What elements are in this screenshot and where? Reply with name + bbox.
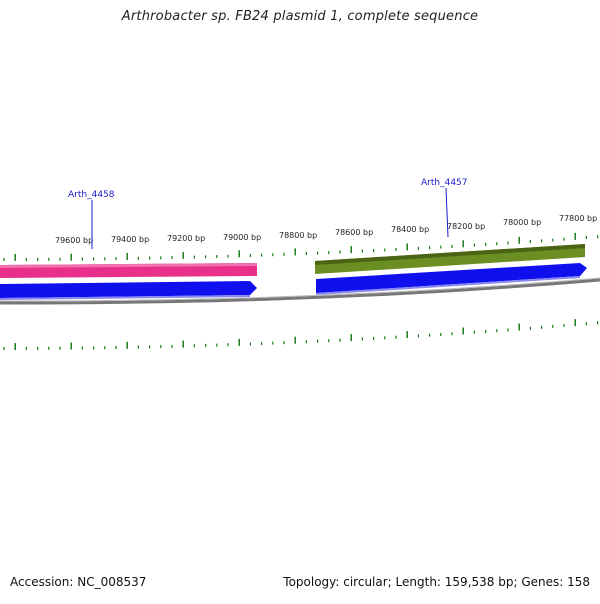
- scale-label: 77800 bp: [559, 214, 597, 223]
- cds-arrow-right[interactable]: [316, 263, 587, 293]
- cds-arrow-left-shadow: [0, 295, 250, 300]
- scale-labels: 79600 bp 79400 bp 79200 bp 79000 bp 7880…: [55, 214, 597, 245]
- gene-label-leader: [445, 187, 449, 238]
- accession-text: Accession: NC_008537: [10, 575, 147, 589]
- scale-label: 79400 bp: [111, 235, 149, 244]
- gene-label-arth-4457[interactable]: Arth_4457: [421, 178, 468, 238]
- cds-arrow-left[interactable]: [0, 281, 257, 298]
- scale-label: 79600 bp: [55, 236, 93, 245]
- sequence-backbone-highlight: [0, 277, 600, 302]
- scale-label: 79000 bp: [223, 233, 261, 242]
- scale-label: 78200 bp: [447, 222, 485, 231]
- scale-ticks-top: [3, 232, 599, 261]
- gene-label-arth-4458[interactable]: Arth_4458: [68, 190, 115, 249]
- cds-arrow-right-shadow: [316, 276, 580, 295]
- topology-summary-text: Topology: circular; Length: 159,538 bp; …: [283, 575, 590, 589]
- scale-label: 79200 bp: [167, 234, 205, 243]
- scale-label: 78400 bp: [391, 225, 429, 234]
- sequence-backbone: [0, 278, 600, 305]
- gene-arth-4458-highlight: [0, 263, 257, 268]
- scale-ticks-bottom: [3, 319, 599, 350]
- scale-label: 78600 bp: [335, 228, 373, 237]
- gene-arth-4457-outline-top: [315, 244, 585, 265]
- map-title: Arthrobacter sp. FB24 plasmid 1, complet…: [121, 9, 479, 24]
- scale-label: 78000 bp: [503, 218, 541, 227]
- gene-label-text[interactable]: Arth_4457: [421, 178, 468, 188]
- scale-label: 78800 bp: [279, 231, 317, 240]
- gene-label-text[interactable]: Arth_4458: [68, 190, 115, 200]
